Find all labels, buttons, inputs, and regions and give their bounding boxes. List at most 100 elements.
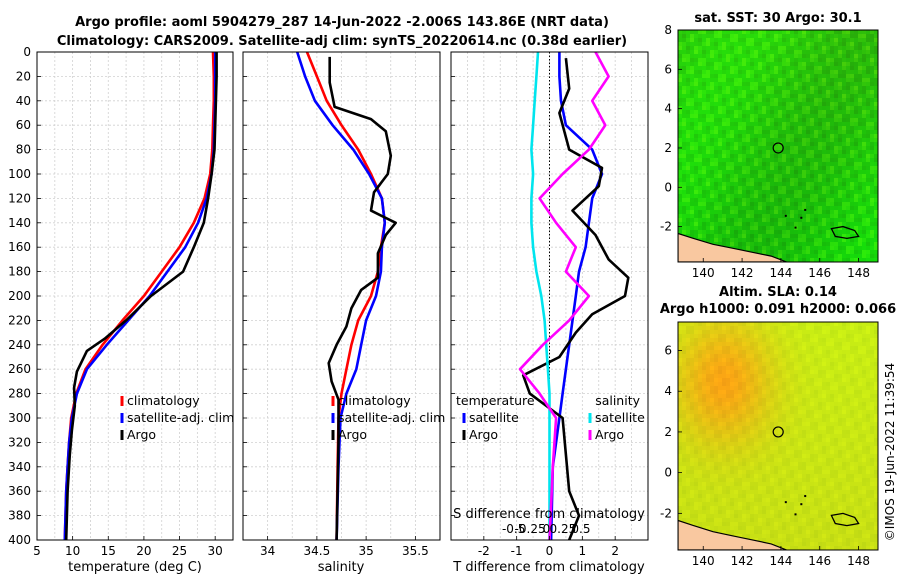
sst-map-cell [766,58,770,62]
sst-map-cell [802,258,806,262]
sla-map-cell [770,442,774,446]
sst-map-cell [814,226,818,230]
sst-map-cell [794,222,798,226]
sla-map-cell [794,342,798,346]
sst-map-cell [874,242,878,246]
sst-map-cell [714,130,718,134]
sla-map-cell [698,390,702,394]
sla-map-cell [706,322,710,326]
sst-map-cell [794,34,798,38]
sst-map-cell [786,190,790,194]
sst-map-cell [690,34,694,38]
sst-map-cell [782,222,786,226]
sst-map-cell [810,74,814,78]
sst-map-cell [782,122,786,126]
sst-map-cell [854,42,858,46]
sst-map-cell [782,114,786,118]
sst-map-cell [866,166,870,170]
sst-map-cell [746,246,750,250]
sst-map-cell [866,162,870,166]
sst-map-islet [804,208,807,211]
sla-map-cell [822,354,826,358]
sst-map-cell [798,158,802,162]
sla-map-cell [742,402,746,406]
sla-map-cell [854,342,858,346]
sst-map-cell [682,122,686,126]
sst-map-cell [766,238,770,242]
temperature-xtick-label: 30 [208,544,223,558]
sla-map-cell [782,354,786,358]
sla-map-cell [762,410,766,414]
sla-map-cell [782,462,786,466]
sla-map-cell [730,442,734,446]
sla-map-cell [842,362,846,366]
sst-map-cell [750,238,754,242]
sla-map-cell [790,422,794,426]
sla-map-cell [750,346,754,350]
sst-map-cell [714,74,718,78]
sla-map-cell [770,354,774,358]
sst-map-cell [706,130,710,134]
sla-map-cell [686,334,690,338]
sst-map-cell [710,46,714,50]
sst-map-cell [834,98,838,102]
sst-map-cell [702,214,706,218]
sst-map-cell [718,170,722,174]
sst-map-cell [846,198,850,202]
sst-map-cell [686,98,690,102]
sst-map-cell [854,178,858,182]
sla-map-cell [846,426,850,430]
sla-map-cell [678,362,682,366]
sst-map-cell [694,94,698,98]
sla-map-cell [698,410,702,414]
sla-map-cell [678,450,682,454]
sst-map-cell [798,142,802,146]
sst-map-cell [750,94,754,98]
sla-map-cell [750,454,754,458]
sla-map-cell [754,438,758,442]
sla-map-cell [762,354,766,358]
sla-map-cell [834,326,838,330]
sst-map-cell [770,242,774,246]
sst-map-cell [846,190,850,194]
sst-map-cell [866,118,870,122]
sla-map-cell [798,454,802,458]
sla-map-cell [786,358,790,362]
sla-map-cell [730,334,734,338]
sst-map-cell [810,142,814,146]
sla-map-cell [822,334,826,338]
sla-map-cell [750,410,754,414]
sst-map-cell [858,42,862,46]
depth-tick-label: 220 [8,313,31,327]
sla-map-cell [766,386,770,390]
sst-map-cell [730,182,734,186]
sst-map-cell [782,130,786,134]
sla-map-cell [830,322,834,326]
sla-map-cell [718,330,722,334]
sst-map-cell [810,110,814,114]
sst-map-cell [686,106,690,110]
sst-map-cell [746,94,750,98]
sst-map-cell [730,130,734,134]
sst-map-cell [850,150,854,154]
sst-map-cell [830,122,834,126]
sla-map-cell [698,418,702,422]
sst-map-cell [746,178,750,182]
sst-map-cell [838,34,842,38]
sla-map-cell [838,402,842,406]
sst-map-cell [830,158,834,162]
sla-map-cell [822,418,826,422]
sla-map-cell [854,350,858,354]
sla-map-cell [834,390,838,394]
sst-map-cell [714,210,718,214]
sla-map-cell [786,378,790,382]
sst-map-cell [810,82,814,86]
sst-map-cell [858,210,862,214]
sla-map-cell [686,338,690,342]
sst-map-cell [706,102,710,106]
sst-map-cell [810,194,814,198]
sst-map-cell [726,158,730,162]
sla-map-cell [682,410,686,414]
sla-map-cell [682,346,686,350]
sst-map-cell [718,54,722,58]
